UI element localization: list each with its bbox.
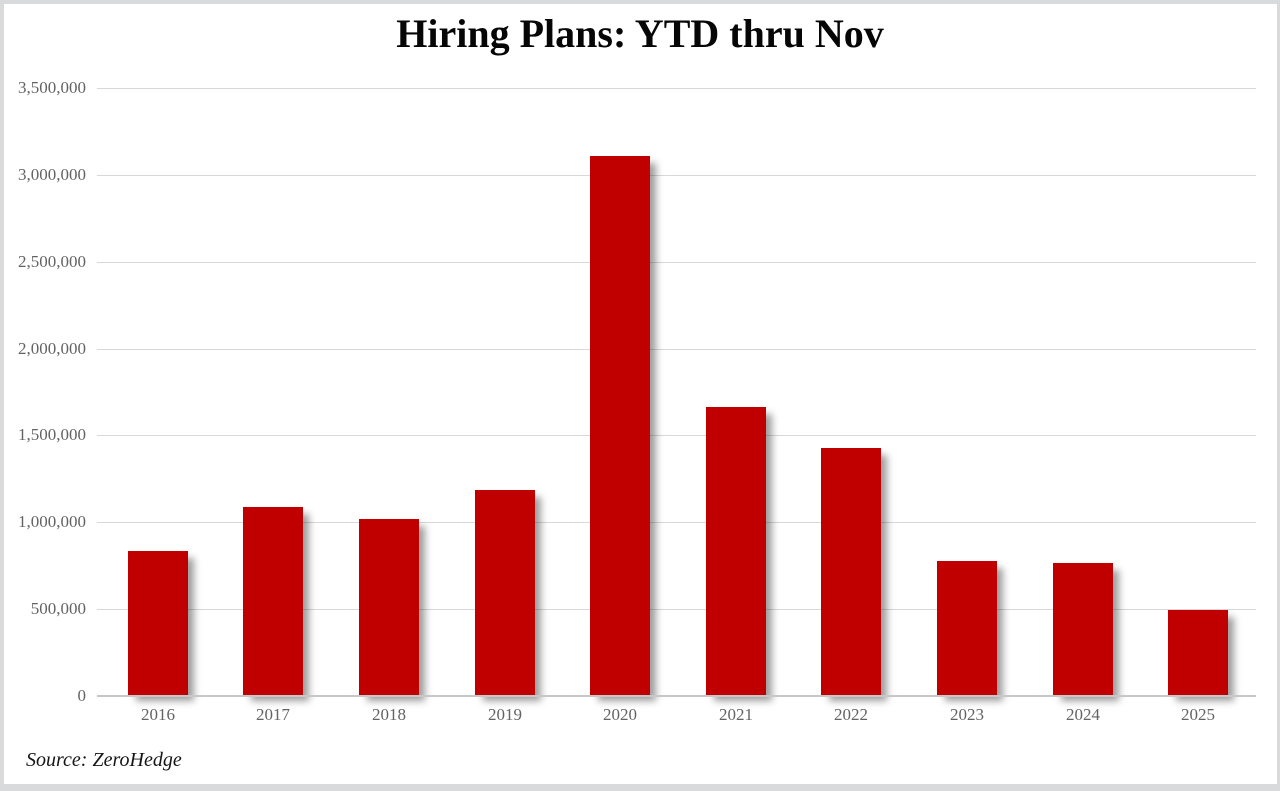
x-axis-line xyxy=(97,695,1256,697)
x-axis-tick-label: 2022 xyxy=(834,705,868,724)
y-axis-tick-label: 3,500,000 xyxy=(18,78,86,97)
x-axis-tick-label: 2019 xyxy=(488,705,522,724)
source-note: Source: ZeroHedge xyxy=(26,749,182,771)
bar-2021 xyxy=(706,407,766,696)
y-axis-tick-label: 500,000 xyxy=(30,599,86,618)
x-axis-tick-label: 2016 xyxy=(141,705,175,724)
y-axis-tick-label: 1,000,000 xyxy=(18,512,86,531)
y-axis-tick-label: 0 xyxy=(77,686,87,705)
gridline xyxy=(97,88,1256,89)
y-axis-tick-label: 2,000,000 xyxy=(18,339,86,358)
chart-title: Hiring Plans: YTD thru Nov xyxy=(396,11,884,56)
bar-2024 xyxy=(1053,563,1113,696)
x-axis-tick-label: 2017 xyxy=(256,705,290,724)
bar-2017 xyxy=(243,507,303,696)
bar-2022 xyxy=(821,448,881,696)
gridline xyxy=(97,349,1256,350)
bar-2023 xyxy=(937,561,997,696)
bar-2019 xyxy=(475,490,535,696)
x-axis-tick-label: 2021 xyxy=(719,705,753,724)
bar-2016 xyxy=(128,551,188,696)
x-axis-tick-label: 2024 xyxy=(1066,705,1100,724)
x-axis-tick-label: 2025 xyxy=(1181,705,1215,724)
y-axis-tick-label: 2,500,000 xyxy=(18,252,86,271)
bar-2018 xyxy=(359,519,419,696)
y-axis-tick-label: 1,500,000 xyxy=(18,425,86,444)
gridline xyxy=(97,262,1256,263)
bar-2020 xyxy=(590,156,650,696)
bar-2025 xyxy=(1168,610,1228,696)
y-axis-tick-label: 3,000,000 xyxy=(18,165,86,184)
x-axis-tick-label: 2020 xyxy=(603,705,637,724)
gridline xyxy=(97,609,1256,610)
x-axis-tick-label: 2018 xyxy=(372,705,406,724)
gridline xyxy=(97,175,1256,176)
gridline xyxy=(97,522,1256,523)
gridline xyxy=(97,435,1256,436)
x-axis-tick-label: 2023 xyxy=(950,705,984,724)
